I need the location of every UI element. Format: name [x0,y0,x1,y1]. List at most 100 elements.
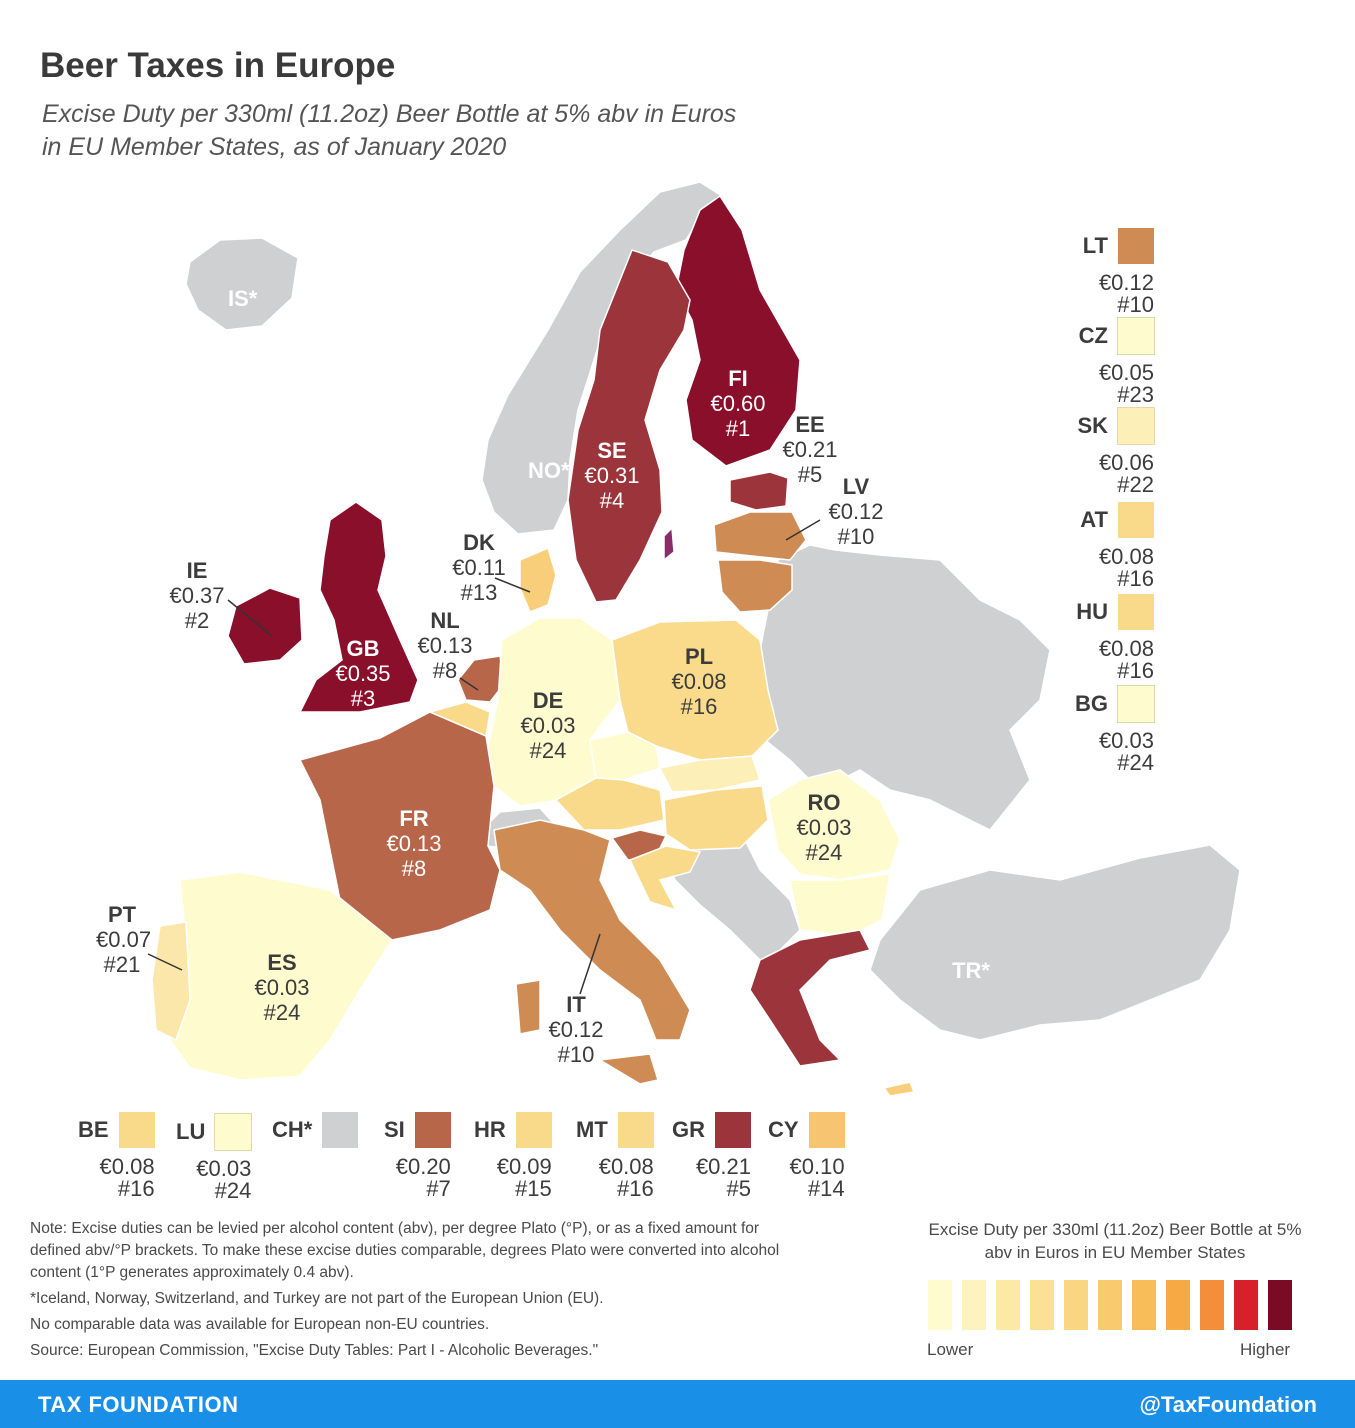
turkey-shape [869,844,1241,1041]
scale-swatch-9 [1200,1280,1224,1330]
ch-swatch [322,1112,359,1148]
austria-shape [554,777,665,831]
footer-bar: TAX FOUNDATION @TaxFoundation [0,1380,1355,1428]
bg-swatch [1117,685,1155,723]
scale-swatch-3 [996,1280,1020,1330]
label-de: DE €0.03 #24 [520,688,576,763]
bottom-legend-hr: HR €0.09 #15 [474,1112,552,1200]
scale-high-label: Higher [1240,1340,1291,1359]
poland-shape [611,619,779,761]
gr-swatch [715,1112,751,1148]
color-legend-title: Excise Duty per 330ml (11.2oz) Beer Bott… [928,1220,1302,1262]
footer-handle[interactable]: @TaxFoundation [1139,1392,1317,1417]
side-legend-hu: HU €0.08 #16 [1074,594,1154,682]
color-scale [928,1280,1292,1330]
europe-map [147,181,1241,1097]
sweden-shape [567,249,691,603]
bottom-legend-gr: GR €0.21 #5 [672,1112,751,1200]
label-pl: PL €0.08 #16 [671,644,727,719]
scale-swatch-6 [1098,1280,1122,1330]
label-it: IT €0.12 #10 [548,992,604,1067]
hu-swatch [1118,594,1154,630]
ie-leader-line [227,599,273,637]
italy-shape [493,819,691,1041]
label-is: IS* [228,286,258,311]
cy-swatch [808,1112,845,1148]
sicily-shape [597,1053,659,1085]
label-tr: TR* [952,958,990,983]
romania-shape [767,769,901,881]
ireland-shape [227,587,303,665]
scale-swatch-7 [1132,1280,1156,1330]
bottom-legend-mt: MT €0.08 #16 [576,1112,654,1200]
label-nl: NL €0.13 #8 [417,608,473,683]
label-lv: LV €0.12 #10 [828,474,884,549]
label-dk: DK €0.11 #13 [452,530,506,605]
greece-shape [749,929,872,1067]
france-shape [298,711,501,941]
bottom-legend-ch: CH* [272,1112,359,1148]
subtitle-line-2: in EU Member States, as of January 2020 [42,133,507,161]
bottom-legend-cy: CY €0.10 #14 [768,1112,845,1200]
scale-swatch-4 [1030,1280,1054,1330]
bottom-legend-be: BE €0.08 #16 [78,1112,155,1200]
great-britain-shape [298,501,419,713]
slovakia-shape [658,755,761,793]
scale-swatch-2 [962,1280,986,1330]
side-legend-cz: CZ €0.05 #23 [1074,317,1155,406]
label-ro: RO €0.03 #24 [796,790,852,865]
note-no-data: No comparable data was available for Eur… [30,1316,490,1333]
at-swatch [1118,502,1154,538]
note-source: Source: European Commission, "Excise Dut… [30,1342,599,1359]
dk-leader-line [494,577,531,593]
label-pt: PT €0.07 #21 [96,902,152,977]
side-legend-sk: SK €0.06 #22 [1074,407,1155,496]
denmark-shape [519,546,557,613]
scale-low-label: Lower [927,1340,974,1359]
finland-shape [675,194,801,467]
note-methodology: Note: Excise duties can be levied per al… [30,1220,780,1281]
subtitle-line-1: Excise Duty per 330ml (11.2oz) Beer Bott… [42,100,737,128]
label-ee: EE €0.21 #5 [782,412,838,487]
side-legend-at: AT €0.08 #16 [1074,502,1154,590]
sk-swatch [1117,407,1155,445]
label-fi: FI €0.60 #1 [710,366,766,441]
note-non-eu: *Iceland, Norway, Switzerland, and Turke… [30,1290,604,1307]
page-title: Beer Taxes in Europe [40,46,396,85]
scale-swatch-1 [928,1280,952,1330]
mt-swatch [617,1112,654,1148]
pt-leader-line [147,953,183,971]
label-no: NO* [528,458,570,483]
bottom-legend-lu: LU €0.03 #24 [176,1113,253,1202]
side-legend-bg: BG €0.03 #24 [1074,685,1155,774]
cyprus-shape [882,1081,916,1097]
lithuania-shape [717,559,793,613]
latvia-shape [713,511,807,561]
label-fr: FR €0.13 #8 [386,806,442,881]
bottom-legend-si: SI €0.20 #7 [384,1112,451,1200]
portugal-shape [151,921,191,1042]
hr-swatch [515,1112,552,1148]
hungary-shape [663,785,769,851]
side-legend-lt: LT €0.12 #10 [1074,228,1154,316]
lu-swatch [214,1113,253,1151]
iceland-shape [185,237,299,331]
sardinia-shape [515,979,541,1035]
cz-swatch [1117,317,1155,355]
it-leader-line [579,933,601,995]
label-es: ES €0.03 #24 [254,950,310,1025]
label-ie: IE €0.37 #2 [169,558,225,633]
croatia-shape [628,845,702,912]
nl-leader-line [459,677,479,691]
be-swatch [118,1112,155,1148]
scale-swatch-5 [1064,1280,1088,1330]
lt-swatch [1118,228,1154,264]
page-subtitle: Excise Duty per 330ml (11.2oz) Beer Bott… [42,98,842,164]
scale-swatch-11 [1268,1280,1292,1330]
lv-leader-line [785,519,821,541]
label-se: SE €0.31 #4 [584,438,640,513]
scale-swatch-10 [1234,1280,1258,1330]
bulgaria-shape [789,873,891,937]
estonia-shape [729,471,789,511]
scale-swatch-8 [1166,1280,1190,1330]
